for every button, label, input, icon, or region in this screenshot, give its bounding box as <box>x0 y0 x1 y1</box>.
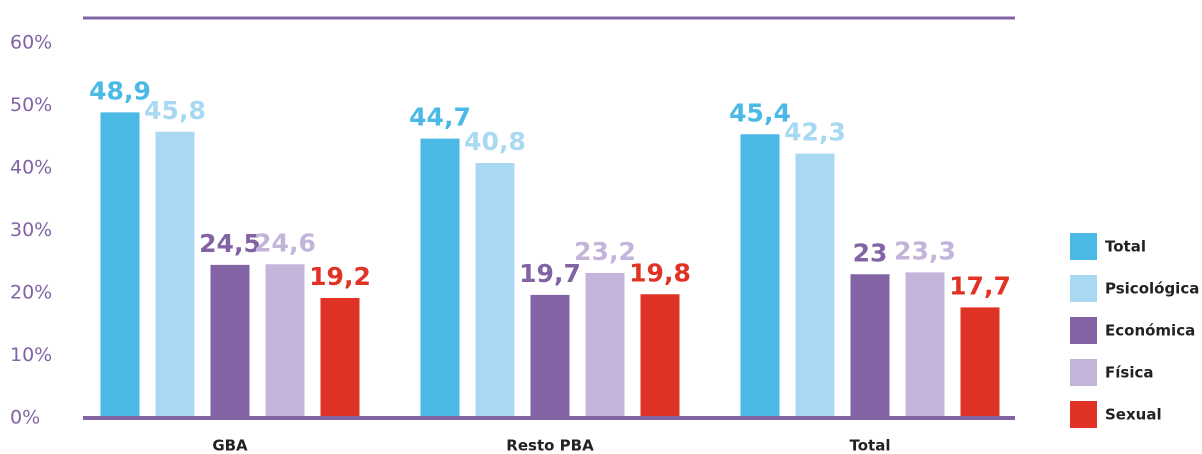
bar <box>850 274 890 418</box>
legend-swatch <box>1070 317 1097 344</box>
bar <box>320 298 360 418</box>
legend-label: Económica <box>1105 322 1195 340</box>
legend-label: Sexual <box>1105 406 1162 424</box>
value-label: 24,6 <box>254 228 316 257</box>
x-tick-label: GBA <box>212 437 248 454</box>
value-label: 23,3 <box>894 236 956 265</box>
bar <box>475 163 515 418</box>
value-label: 45,4 <box>729 98 791 127</box>
y-tick-label: 20% <box>10 282 52 304</box>
y-tick-label: 30% <box>10 219 52 241</box>
legend-swatch <box>1070 233 1097 260</box>
x-tick-label: Total <box>850 437 891 454</box>
bar <box>420 138 460 418</box>
value-label: 19,2 <box>309 262 371 291</box>
bar <box>155 131 195 418</box>
legend-label: Total <box>1105 238 1146 256</box>
value-label: 23,2 <box>574 237 636 266</box>
bar <box>905 272 945 418</box>
legend-label: Psicológica <box>1105 280 1199 298</box>
x-tick-label: Resto PBA <box>506 437 594 454</box>
legend-swatch <box>1070 275 1097 302</box>
y-tick-label: 10% <box>10 344 52 366</box>
bar <box>960 307 1000 418</box>
value-label: 24,5 <box>199 229 261 258</box>
value-label: 19,7 <box>519 259 581 288</box>
y-tick-label: 0% <box>10 407 40 429</box>
legend-swatch <box>1070 359 1097 386</box>
value-label: 17,7 <box>949 271 1011 300</box>
bar <box>795 153 835 418</box>
legend-swatch <box>1070 401 1097 428</box>
value-label: 23 <box>853 238 888 267</box>
y-tick-label: 40% <box>10 157 52 179</box>
bar <box>530 294 570 418</box>
value-label: 19,8 <box>629 258 691 287</box>
y-tick-label: 60% <box>10 32 52 54</box>
legend-label: Física <box>1105 364 1153 382</box>
bar <box>210 264 250 418</box>
value-label: 48,9 <box>89 76 151 105</box>
y-tick-label: 50% <box>10 94 52 116</box>
bar <box>585 273 625 418</box>
value-label: 40,8 <box>464 127 526 156</box>
bar <box>265 264 305 418</box>
bar <box>640 294 680 418</box>
bar <box>100 112 140 418</box>
value-label: 44,7 <box>409 103 471 132</box>
bar <box>740 134 780 418</box>
value-label: 42,3 <box>784 118 846 147</box>
value-label: 45,8 <box>144 96 206 125</box>
